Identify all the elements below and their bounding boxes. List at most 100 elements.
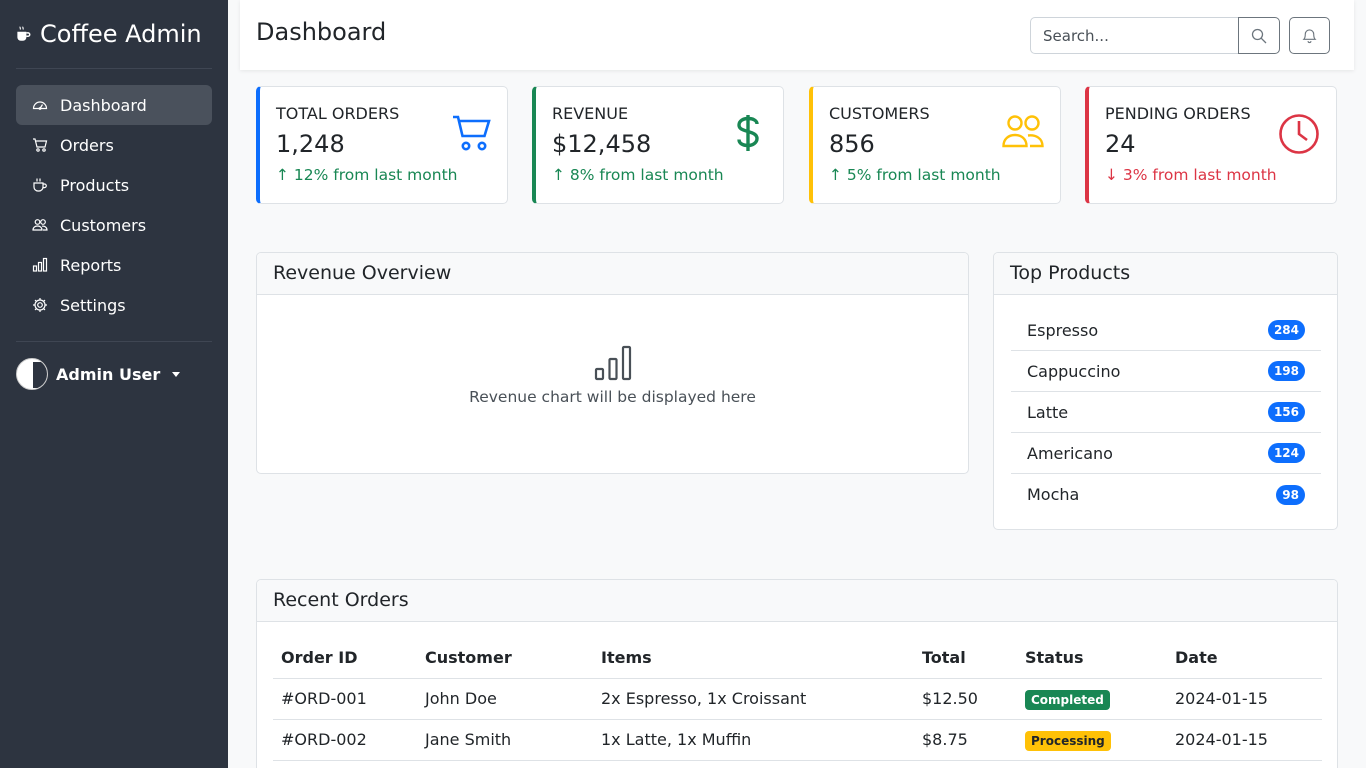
dollar-icon [737, 115, 759, 151]
chart-placeholder: Revenue chart will be displayed here [257, 345, 968, 406]
order-id: #ORD-001 [273, 678, 417, 720]
stat-label: PENDING ORDERS [1105, 104, 1251, 123]
notifications-button[interactable] [1289, 17, 1330, 54]
cart-icon [453, 115, 491, 151]
panel-title: Recent Orders [257, 580, 1337, 622]
order-items: 2x Espresso, 1x Croissant [593, 678, 914, 720]
panel-title: Top Products [994, 253, 1337, 295]
product-name: Mocha [1027, 485, 1080, 504]
order-customer: John Doe [417, 678, 593, 720]
sidebar-item-customers[interactable]: Customers [16, 205, 212, 245]
count-badge: 198 [1267, 361, 1305, 381]
status-badge: Processing [1025, 731, 1111, 751]
clock-icon [1279, 114, 1319, 154]
search-icon [1251, 28, 1267, 43]
sidebar-item-settings[interactable]: Settings [16, 285, 212, 325]
brand[interactable]: Coffee Admin [14, 20, 202, 48]
order-status-cell: Processing [1017, 719, 1167, 761]
count-badge: 98 [1276, 484, 1305, 505]
order-total: $12.50 [914, 678, 1017, 720]
sidebar-item-label: Orders [60, 135, 114, 155]
table-header-row: Order ID Customer Items Total Status Dat… [273, 637, 1322, 679]
stat-value: 856 [829, 130, 875, 158]
avatar [16, 358, 48, 390]
sidebar-item-dashboard[interactable]: Dashboard [16, 85, 212, 125]
stat-change: ↑ 12% from last month [276, 166, 458, 184]
revenue-overview-panel: Revenue Overview Revenue chart will be d… [256, 252, 969, 474]
column-header: Total [914, 637, 1017, 679]
order-total: $8.75 [914, 719, 1017, 761]
stat-card-pending-orders: PENDING ORDERS 24 ↓ 3% from last month [1085, 86, 1337, 204]
sidebar-item-reports[interactable]: Reports [16, 245, 212, 285]
divider [16, 68, 212, 69]
sidebar-item-label: Products [60, 175, 130, 195]
list-item[interactable]: Espresso 284 [1011, 310, 1321, 351]
list-item[interactable]: Cappuccino 198 [1011, 351, 1321, 392]
sidebar-item-label: Reports [60, 255, 122, 275]
sidebar-item-label: Customers [60, 215, 147, 235]
column-header: Customer [417, 637, 593, 679]
stat-card-revenue: REVENUE $12,458 ↑ 8% from last month [532, 86, 784, 204]
stat-change: ↑ 5% from last month [829, 166, 1001, 184]
product-name: Americano [1027, 443, 1113, 463]
people-icon [32, 219, 48, 231]
orders-table: Order ID Customer Items Total Status Dat… [273, 637, 1322, 761]
order-customer: Jane Smith [417, 719, 593, 761]
stat-card-customers: CUSTOMERS 856 ↑ 5% from last month [809, 86, 1061, 204]
stat-label: TOTAL ORDERS [276, 104, 400, 123]
column-header: Order ID [273, 637, 417, 679]
brand-title: Coffee Admin [40, 20, 202, 48]
stat-label: CUSTOMERS [829, 104, 930, 123]
product-name: Cappuccino [1027, 361, 1121, 381]
page-title: Dashboard [256, 18, 387, 46]
order-date: 2024-01-15 [1167, 678, 1322, 720]
product-list: Espresso 284 Cappuccino 198 Latte 156 Am… [1011, 310, 1321, 515]
top-products-panel: Top Products Espresso 284 Cappuccino 198… [993, 252, 1338, 530]
table-row[interactable]: #ORD-001 John Doe 2x Espresso, 1x Croiss… [273, 678, 1322, 720]
cart-icon [33, 138, 48, 152]
order-items: 1x Latte, 1x Muffin [593, 719, 914, 761]
stat-value: $12,458 [552, 130, 652, 158]
coffee-cup-icon [17, 26, 31, 41]
recent-orders-panel: Recent Orders Order ID Customer Items To… [256, 579, 1338, 768]
count-badge: 284 [1267, 320, 1305, 340]
column-header: Items [593, 637, 914, 679]
search-input[interactable] [1030, 17, 1239, 54]
stat-value: 1,248 [276, 130, 345, 158]
order-id: #ORD-002 [273, 719, 417, 761]
stat-change: ↓ 3% from last month [1105, 166, 1277, 184]
bar-chart-icon [32, 257, 48, 272]
product-name: Espresso [1027, 320, 1099, 340]
sidebar-nav: Dashboard Orders Products Customers Repo… [16, 85, 212, 325]
status-badge: Completed [1025, 690, 1110, 710]
count-badge: 156 [1267, 402, 1305, 422]
sidebar-item-label: Settings [60, 295, 126, 315]
speedometer-icon [32, 101, 48, 110]
gear-icon [33, 298, 47, 312]
user-menu[interactable]: Admin User [16, 358, 181, 390]
table-row[interactable]: #ORD-002 Jane Smith 1x Latte, 1x Muffin … [273, 719, 1322, 761]
cup-icon [33, 178, 47, 192]
stat-change: ↑ 8% from last month [552, 166, 724, 184]
divider [16, 341, 212, 342]
search-button[interactable] [1238, 17, 1280, 54]
top-bar: Dashboard [240, 0, 1354, 70]
stat-label: REVENUE [552, 104, 629, 123]
list-item[interactable]: Americano 124 [1011, 433, 1321, 474]
list-item[interactable]: Latte 156 [1011, 392, 1321, 433]
sidebar-item-orders[interactable]: Orders [16, 125, 212, 165]
stat-value: 24 [1105, 130, 1136, 158]
sidebar-item-label: Dashboard [60, 95, 147, 115]
sidebar-item-products[interactable]: Products [16, 165, 212, 205]
column-header: Status [1017, 637, 1167, 679]
bar-chart-icon [594, 345, 631, 381]
chart-placeholder-text: Revenue chart will be displayed here [469, 388, 756, 406]
order-date: 2024-01-15 [1167, 719, 1322, 761]
user-name: Admin User [56, 364, 161, 384]
people-icon [1002, 115, 1044, 148]
product-name: Latte [1027, 402, 1069, 422]
list-item[interactable]: Mocha 98 [1011, 474, 1321, 515]
count-badge: 124 [1267, 443, 1305, 463]
caret-down-icon [172, 371, 181, 377]
bell-icon [1302, 28, 1317, 43]
